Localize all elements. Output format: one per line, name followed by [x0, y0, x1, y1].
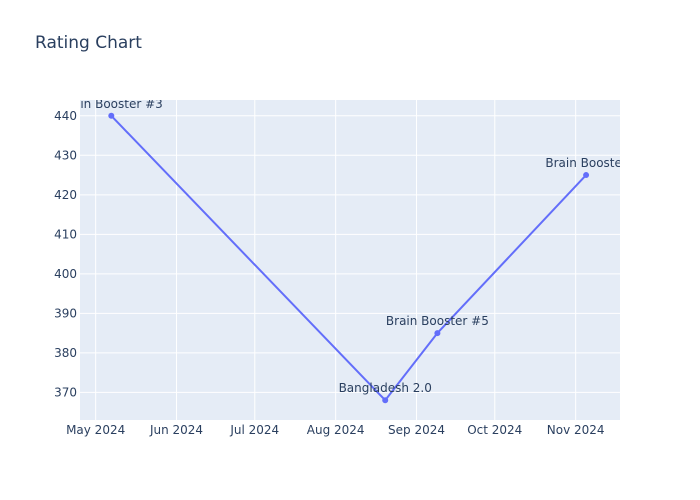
data-point-label: Brain Booster	[545, 156, 627, 170]
x-tick-label: Aug 2024	[307, 423, 365, 437]
y-tick-label: 440	[54, 109, 77, 123]
data-point-marker	[108, 112, 115, 119]
y-tick-label: 380	[54, 346, 77, 360]
data-point-label: Bangladesh 2.0	[339, 381, 432, 395]
series-line	[110, 115, 587, 402]
y-tick-label: 430	[54, 148, 77, 162]
data-point-marker	[583, 172, 590, 179]
x-tick-label: Jun 2024	[149, 423, 203, 437]
x-tick-label: Jul 2024	[229, 423, 279, 437]
x-tick-label: May 2024	[66, 423, 125, 437]
y-tick-label: 390	[54, 306, 77, 320]
x-tick-label: Nov 2024	[547, 423, 605, 437]
data-point-marker	[382, 397, 389, 404]
y-tick-label: 400	[54, 267, 77, 281]
data-point-label: Brain Booster #5	[386, 314, 489, 328]
y-tick-label: 410	[54, 227, 77, 241]
x-tick-label: Oct 2024	[467, 423, 522, 437]
plot-area-background	[80, 100, 620, 420]
y-tick-label: 370	[54, 385, 77, 399]
x-tick-label: Sep 2024	[388, 423, 445, 437]
y-tick-label: 420	[54, 188, 77, 202]
chart-title: Rating Chart	[35, 33, 142, 53]
data-point-label: Brain Booster #3	[60, 97, 163, 111]
data-point-marker	[434, 330, 441, 337]
